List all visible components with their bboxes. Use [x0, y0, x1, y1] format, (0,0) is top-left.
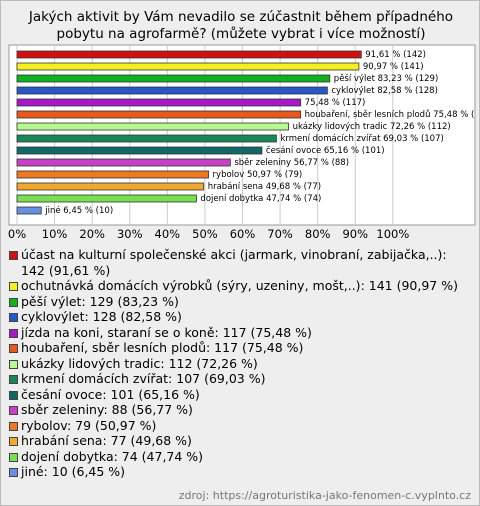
bar	[16, 146, 263, 155]
legend-swatch	[9, 452, 18, 462]
source: zdroj: https://agroturistika-jako-fenome…	[178, 489, 471, 502]
legend-item: česání ovoce: 101 (65,16 %)	[9, 387, 473, 403]
x-tick-label: 0%	[8, 227, 26, 241]
x-tick-label: 10%	[42, 227, 68, 241]
x-tick-label: 80%	[305, 227, 331, 241]
value-label: ukázky lidových tradic 72,26 % (112)	[293, 122, 451, 132]
legend-swatch	[9, 468, 18, 477]
legend-item: jízda na koni, staraní se o koně: 117 (7…	[9, 325, 473, 341]
legend-swatch	[9, 328, 18, 338]
x-tick-label: 40%	[155, 227, 181, 241]
legend-swatch	[9, 437, 18, 446]
legend-swatch	[9, 421, 18, 431]
legend-label: jiné: 10 (6,45 %)	[21, 464, 126, 479]
chart-title: Jakých aktivit by Vám nevadilo se zúčast…	[28, 9, 454, 42]
legend-item: jiné: 10 (6,45 %)	[9, 464, 473, 480]
legend-item: ukázky lidových tradic: 112 (72,26 %)	[9, 356, 473, 372]
legend-item: krmení domácích zvířat: 107 (69,03 %)	[9, 371, 473, 387]
legend-label: jízda na koni, staraní se o koně: 117 (7…	[21, 324, 312, 340]
value-label: 75,48 % (117)	[305, 98, 366, 108]
x-tick-label: 60%	[230, 227, 256, 241]
bar	[16, 170, 209, 179]
bar	[16, 194, 197, 203]
legend-swatch	[9, 406, 18, 415]
x-tick-label: 30%	[117, 227, 143, 241]
value-label: jiné 6,45 % (10)	[44, 205, 113, 216]
value-label: dojení dobytka 47,74 % (74)	[200, 194, 321, 204]
bar	[16, 134, 277, 143]
legend-swatch	[9, 251, 18, 260]
legend-item: rybolov: 79 (50,97 %)	[9, 418, 473, 434]
legend-label: houbaření, sběr lesních plodů: 117 (75,4…	[21, 340, 304, 355]
x-tick-label: 20%	[79, 227, 105, 241]
bar	[16, 74, 331, 83]
value-label: krmení domácích zvířat 69,03 % (107)	[280, 134, 443, 144]
legend-label: hrabání sena: 77 (49,68 %)	[21, 433, 192, 448]
value-label: 90,97 % (141)	[363, 62, 424, 72]
value-label: 91,61 % (142)	[365, 50, 426, 60]
legend-swatch	[9, 344, 18, 353]
legend: účast na kulturní společenské akci (jarm…	[9, 247, 473, 480]
legend-item: houbaření, sběr lesních plodů: 117 (75,4…	[9, 340, 473, 356]
bar	[16, 158, 231, 167]
legend-swatch	[9, 390, 18, 400]
legend-item: účast na kulturní společenské akci (jarm…	[9, 247, 473, 278]
legend-item: cyklovýlet: 128 (82,58 %)	[9, 309, 473, 325]
legend-swatch	[9, 313, 18, 322]
value-label: cyklovýlet 82,58 % (128)	[331, 86, 438, 96]
legend-label: cyklovýlet: 128 (82,58 %)	[21, 309, 182, 324]
value-label: hrabání sena 49,68 % (77)	[208, 182, 321, 192]
legend-label: ochutnávká domácích výrobků (sýry, uzeni…	[21, 278, 458, 293]
legend-item: dojení dobytka: 74 (47,74 %)	[9, 449, 473, 465]
legend-label: česání ovoce: 101 (65,16 %)	[21, 386, 200, 402]
legend-swatch	[9, 375, 18, 384]
x-tick-label: 100%	[376, 227, 409, 241]
bar	[16, 62, 360, 71]
legend-item: hrabání sena: 77 (49,68 %)	[9, 433, 473, 449]
legend-label: dojení dobytka: 74 (47,74 %)	[21, 448, 204, 464]
x-tick-label: 90%	[342, 227, 368, 241]
bar	[16, 50, 362, 59]
legend-label: ukázky lidových tradic: 112 (72,26 %)	[21, 355, 258, 371]
bar	[16, 206, 42, 215]
bar	[16, 86, 328, 95]
x-tick-label: 50%	[192, 227, 218, 241]
bar	[16, 122, 289, 131]
legend-swatch	[9, 359, 18, 369]
legend-label: rybolov: 79 (50,97 %)	[21, 417, 157, 433]
bar	[16, 110, 302, 119]
legend-item: pěší výlet: 129 (83,23 %)	[9, 294, 473, 310]
legend-item: sběr zeleniny: 88 (56,77 %)	[9, 402, 473, 418]
bar	[16, 182, 205, 191]
value-label: sběr zeleniny 56,77 % (88)	[234, 158, 349, 168]
legend-label: účast na kulturní společenské akci (jarm…	[21, 247, 447, 278]
value-label: česání ovoce 65,16 % (101)	[266, 145, 385, 156]
bar	[16, 98, 302, 107]
chart: 91,61 % (142) 90,97 % (141)pěší výlet 83,…	[8, 44, 480, 241]
legend-label: sběr zeleniny: 88 (56,77 %)	[21, 402, 193, 417]
legend-label: pěší výlet: 129 (83,23 %)	[21, 293, 179, 309]
legend-swatch	[9, 282, 18, 291]
legend-swatch	[9, 297, 18, 307]
value-label: pěší výlet 83,23 % (129)	[334, 73, 438, 84]
value-label: houbaření, sběr lesních plodů 75,48 % (1…	[305, 109, 480, 120]
legend-label: krmení domácích zvířat: 107 (69,03 %)	[21, 371, 266, 386]
legend-item: ochutnávká domácích výrobků (sýry, uzeni…	[9, 278, 473, 294]
value-label: rybolov 50,97 % (79)	[213, 170, 303, 180]
x-tick-label: 70%	[267, 227, 293, 241]
